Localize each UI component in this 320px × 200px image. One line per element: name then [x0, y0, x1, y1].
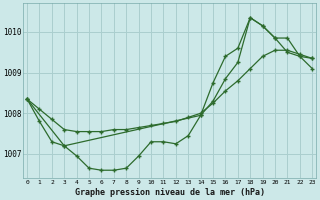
X-axis label: Graphe pression niveau de la mer (hPa): Graphe pression niveau de la mer (hPa) — [75, 188, 265, 197]
